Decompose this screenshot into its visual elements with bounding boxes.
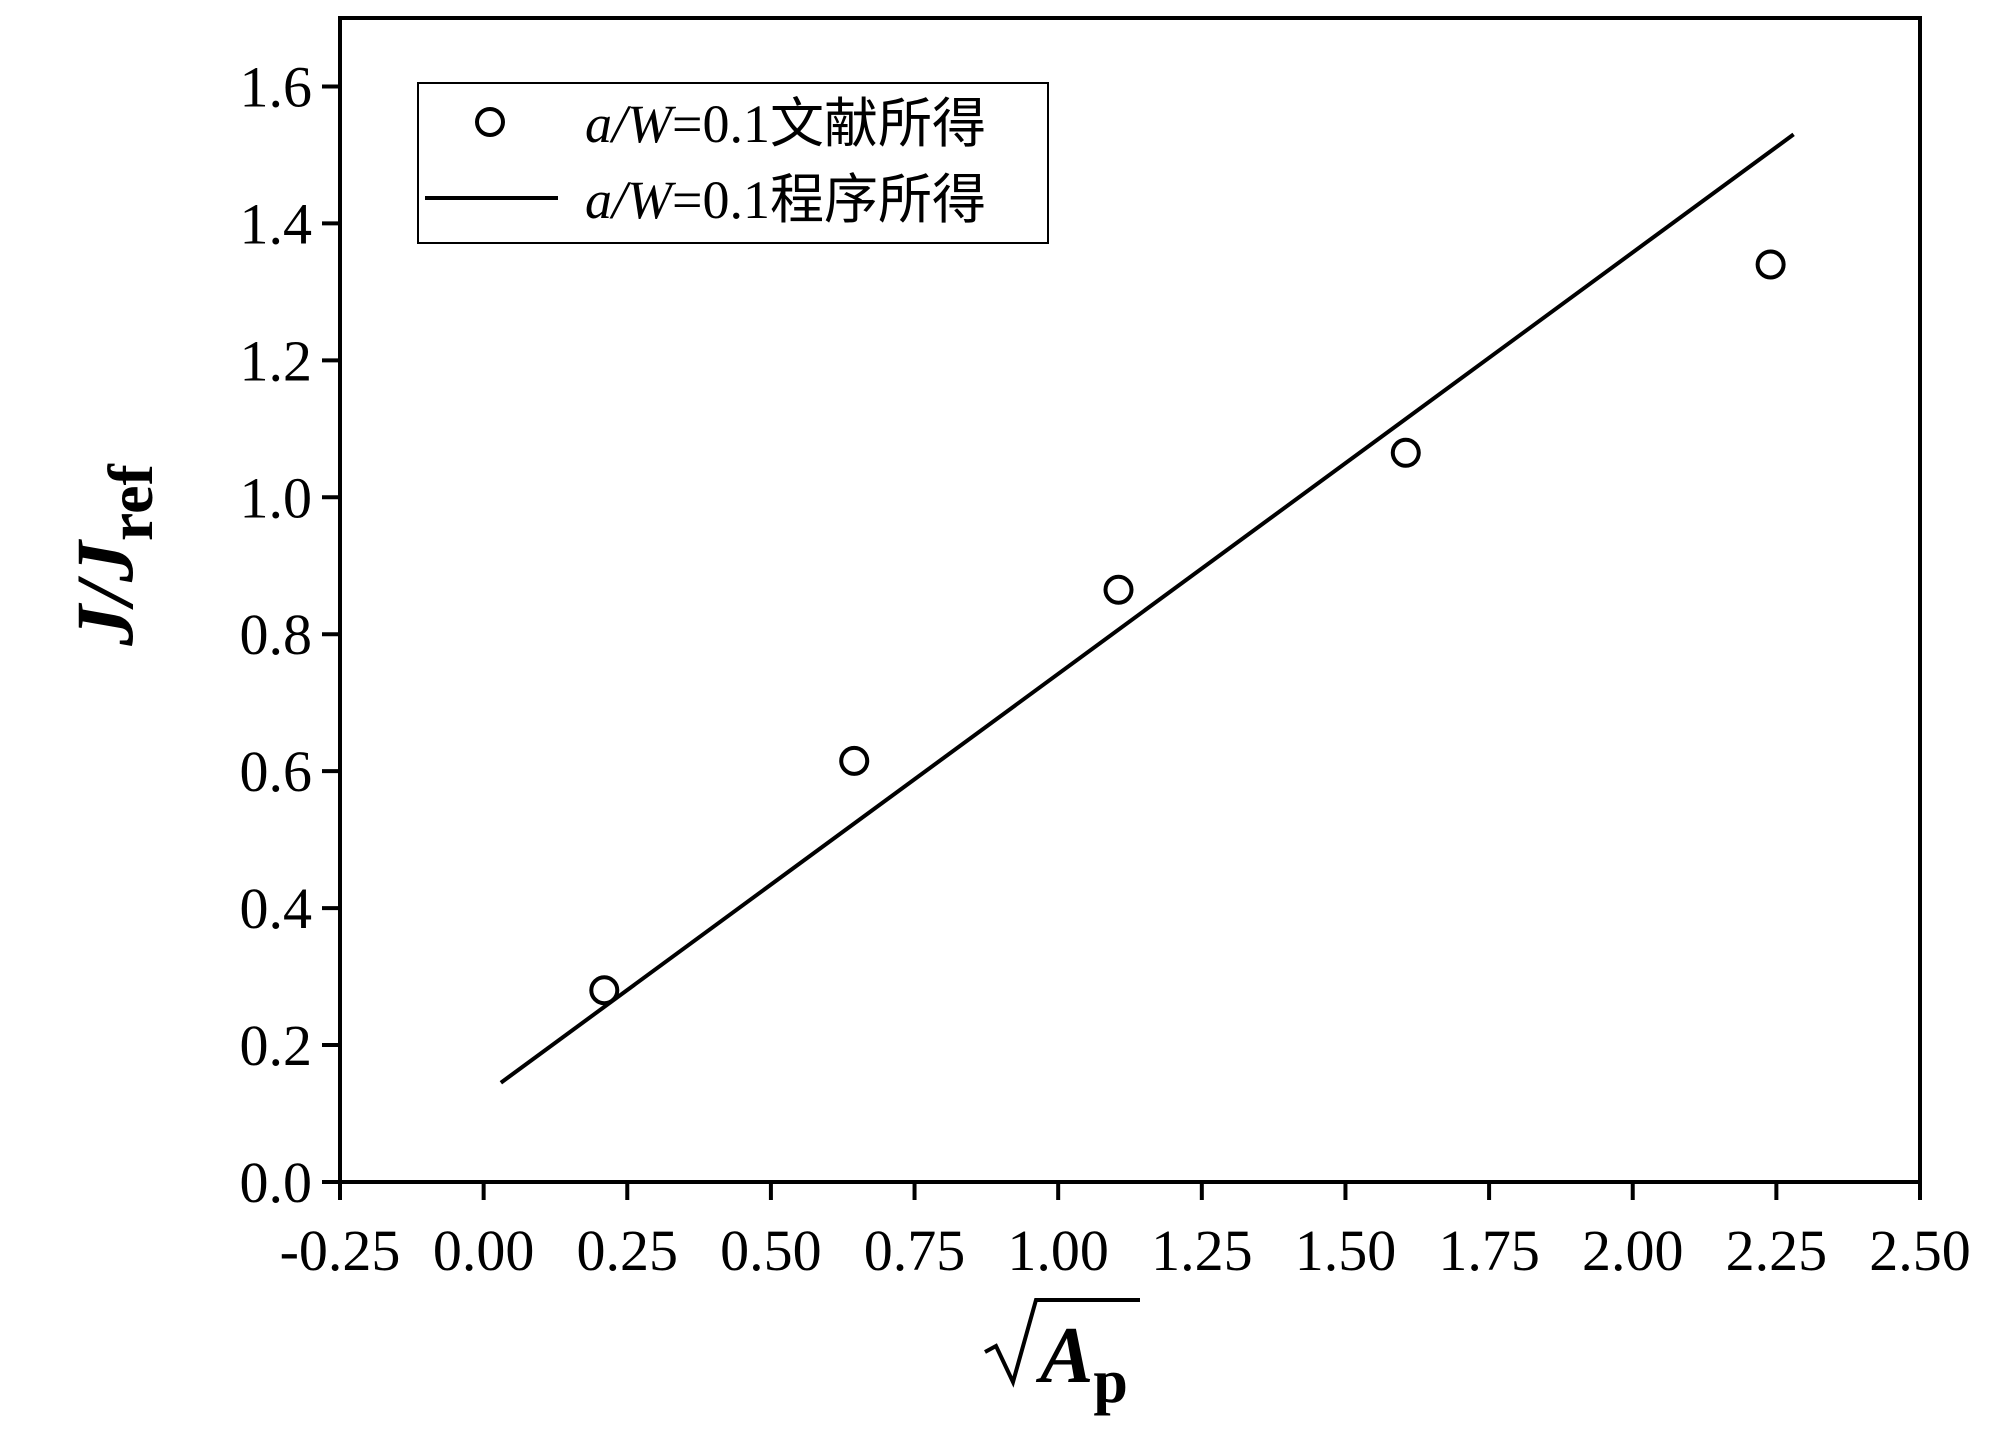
x-tick-label: 2.50 (1869, 1218, 1971, 1283)
plot-area-border (338, 16, 1922, 1184)
y-tick-label: 0.6 (240, 739, 313, 804)
legend-label-scatter: a/W=0.1文献所得 (585, 94, 986, 154)
y-tick-label: 0.2 (240, 1013, 313, 1078)
y-axis-label: J/Jref (59, 463, 166, 646)
fit-line (499, 132, 1795, 1085)
x-tick-label: 0.75 (864, 1218, 966, 1283)
x-tick-label: 1.75 (1438, 1218, 1540, 1283)
y-tick-label: 1.4 (240, 191, 313, 256)
x-axis-label: Ap (984, 1298, 1140, 1416)
scatter-series (589, 249, 1786, 1006)
data-point (589, 975, 620, 1006)
x-tick-label: 0.25 (577, 1218, 679, 1283)
x-axis-ticks: -0.25 0.00 0.25 0.50 0.75 1.00 1.25 1.50 1.75 2.0… (280, 1182, 1971, 1283)
data-point (839, 745, 870, 776)
x-tick-label: -0.25 (280, 1218, 401, 1283)
legend-label-scatter-rest: =0.1文献所得 (672, 94, 986, 154)
y-axis-label-sub: ref (95, 463, 166, 541)
plot-frame (338, 16, 1922, 1184)
legend-label-line-italic: a/W (585, 170, 677, 230)
x-tick-label: 2.25 (1726, 1218, 1828, 1283)
x-tick-label: 1.25 (1151, 1218, 1253, 1283)
line-series (499, 132, 1795, 1085)
radical-sign-icon (984, 1298, 1140, 1388)
y-tick-label: 0.8 (240, 602, 313, 667)
legend-label-line-rest: =0.1程序所得 (672, 170, 986, 230)
legend-marker-circle (475, 107, 505, 137)
x-axis-label-sub: p (1093, 1348, 1127, 1416)
data-point (1755, 249, 1786, 280)
y-tick-label: 0.4 (240, 876, 313, 941)
y-tick-label: 1.2 (240, 328, 313, 393)
legend: a/W=0.1文献所得 a/W=0.1程序所得 (417, 82, 1049, 244)
legend-box (417, 82, 1049, 244)
svg-text:Ap: Ap (1035, 1312, 1128, 1416)
svg-text:J/Jref: J/Jref (59, 463, 166, 646)
x-tick-label: 2.00 (1582, 1218, 1684, 1283)
y-tick-label: 1.0 (240, 465, 313, 530)
y-axis-label-main: J/J (59, 538, 150, 647)
data-point (1390, 437, 1421, 468)
y-tick-label: 1.6 (240, 54, 313, 119)
x-tick-label: 0.00 (433, 1218, 535, 1283)
y-tick-label: 0.0 (240, 1150, 313, 1215)
x-tick-label: 0.50 (720, 1218, 822, 1283)
data-point (1103, 574, 1134, 605)
x-axis-label-main: A (1035, 1312, 1093, 1400)
legend-label-scatter-italic: a/W (585, 94, 677, 154)
legend-label-line: a/W=0.1程序所得 (585, 170, 986, 230)
x-tick-label: 1.50 (1295, 1218, 1397, 1283)
y-axis-ticks: 0.0 0.2 0.4 0.6 0.8 1.0 1.2 1.4 1.6 (240, 54, 340, 1215)
x-tick-label: 1.00 (1007, 1218, 1109, 1283)
